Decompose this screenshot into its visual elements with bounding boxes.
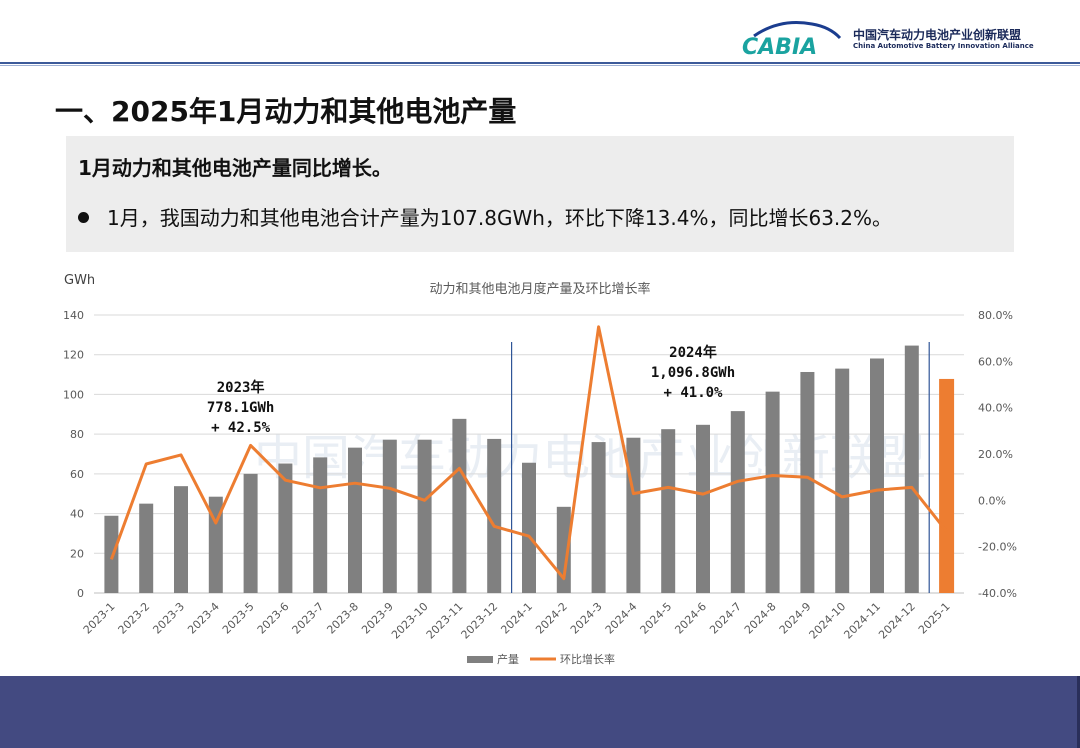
bullet-dot xyxy=(78,212,89,223)
summary-bullet: 1月，我国动力和其他电池合计产量为107.8GWh，环比下降13.4%，同比增长… xyxy=(78,202,892,231)
production-bar xyxy=(487,438,502,593)
production-bar xyxy=(348,447,362,593)
x-axis-ticks: 2023-12023-22023-32023-42023-52023-62023… xyxy=(81,600,953,642)
y2-tick-label: 60.0% xyxy=(978,355,1013,368)
x-tick-label: 2023-4 xyxy=(185,600,222,637)
production-bar xyxy=(835,368,850,593)
chart-title: 动力和其他电池月度产量及环比增长率 xyxy=(429,281,650,297)
y-tick-label: 140 xyxy=(63,309,84,322)
y-tick-label: 120 xyxy=(63,349,84,362)
y-tick-label: 40 xyxy=(70,508,84,521)
y2-tick-label: 20.0% xyxy=(978,448,1013,461)
legend-label-production: 产量 xyxy=(497,652,519,666)
left-axis-ticks: 0 20 40 60 80 100 120 140 xyxy=(63,309,84,600)
x-tick-label: 2024-10 xyxy=(807,600,849,642)
summary-box: 1月动力和其他电池产量同比增长。 1月，我国动力和其他电池合计产量为107.8G… xyxy=(66,136,1014,252)
production-bar xyxy=(765,391,780,593)
x-tick-label: 2023-1 xyxy=(81,600,118,637)
production-bar xyxy=(730,411,745,593)
production-bar xyxy=(939,378,955,593)
annotation-line: 2024年 xyxy=(669,344,717,361)
cabia-logo-mark: CABIA xyxy=(742,21,842,58)
x-tick-label: 2024-3 xyxy=(568,600,605,637)
production-bar xyxy=(139,503,154,593)
annotation-line: 778.1GWh xyxy=(207,400,274,416)
production-bar xyxy=(104,515,119,593)
footer-edge xyxy=(1077,676,1080,748)
chart-annotations: 2023年 778.1GWh + 42.5% 2024年 1,096.8GWh + 41.… xyxy=(207,344,735,436)
header-divider xyxy=(0,62,1080,64)
production-bar xyxy=(452,418,467,593)
x-tick-label: 2023-6 xyxy=(255,600,292,637)
production-bar xyxy=(313,457,328,593)
legend-label-growth: 环比增长率 xyxy=(560,652,615,666)
production-bar xyxy=(800,371,815,593)
annotation-line: + 42.5% xyxy=(211,420,271,436)
x-tick-label: 2024-12 xyxy=(876,600,918,642)
org-name-cn: 中国汽车动力电池产业创新联盟 xyxy=(853,28,1022,42)
summary-bullet-text: 1月，我国动力和其他电池合计产量为107.8GWh，环比下降13.4%，同比增长… xyxy=(107,206,892,230)
x-tick-label: 2023-8 xyxy=(324,600,361,637)
y2-tick-label: 0.0% xyxy=(978,494,1006,507)
y-axis-label: GWh xyxy=(64,273,95,288)
annotation-line: 1,096.8GWh xyxy=(651,365,735,381)
x-tick-label: 2024-2 xyxy=(533,600,570,637)
annotation-line: 2023年 xyxy=(217,379,265,396)
x-tick-label: 2023-12 xyxy=(459,600,501,642)
y-tick-label: 100 xyxy=(63,388,84,401)
y-tick-label: 20 xyxy=(70,547,84,560)
x-tick-label: 2024-11 xyxy=(841,600,883,642)
x-tick-label: 2024-4 xyxy=(603,600,640,637)
cabia-logo: CABIA 中国汽车动力电池产业创新联盟 China Automotive Ba… xyxy=(740,18,1070,58)
production-bar xyxy=(174,486,188,593)
production-bar xyxy=(417,439,432,593)
production-bar xyxy=(522,462,536,593)
production-bar xyxy=(870,358,884,593)
org-name-en: China Automotive Battery Innovation Alli… xyxy=(853,42,1034,50)
y-tick-label: 60 xyxy=(70,468,84,481)
y-tick-label: 80 xyxy=(70,428,84,441)
production-bar xyxy=(904,345,919,593)
y2-tick-label: 80.0% xyxy=(978,309,1013,322)
x-tick-label: 2025-1 xyxy=(916,600,953,637)
summary-heading: 1月动力和其他电池产量同比增长。 xyxy=(78,156,392,180)
logo-wordmark: CABIA xyxy=(742,35,817,58)
production-bar xyxy=(626,437,641,593)
y2-tick-label: 40.0% xyxy=(978,402,1013,415)
legend-swatch-bar xyxy=(467,656,493,663)
footer-band xyxy=(0,676,1080,748)
x-tick-label: 2023-7 xyxy=(290,600,327,637)
page-title: 一、2025年1月动力和其他电池产量 xyxy=(55,95,517,128)
x-tick-label: 2024-1 xyxy=(498,600,535,637)
x-tick-label: 2024-8 xyxy=(742,600,779,637)
x-tick-label: 2023-5 xyxy=(220,600,257,637)
header-divider-thin xyxy=(0,65,1080,66)
annotation-line: + 41.0% xyxy=(663,385,723,401)
chart-bars xyxy=(104,345,955,593)
production-bar xyxy=(208,496,223,593)
x-tick-label: 2024-6 xyxy=(672,600,709,637)
x-tick-label: 2023-3 xyxy=(150,600,187,637)
production-bar xyxy=(278,463,293,593)
right-axis-ticks: -40.0% -20.0% 0.0% 20.0% 40.0% 60.0% 80.0% xyxy=(978,309,1017,600)
production-bar xyxy=(696,424,710,593)
production-bar xyxy=(591,442,606,593)
x-tick-label: 2023-11 xyxy=(424,600,466,642)
year-dividers xyxy=(511,342,930,593)
x-tick-label: 2023-10 xyxy=(389,600,431,642)
growth-rate-line xyxy=(109,325,948,581)
y2-tick-label: -40.0% xyxy=(978,587,1017,600)
y-tick-label: 0 xyxy=(77,587,84,600)
production-bar xyxy=(243,473,258,593)
y2-tick-label: -20.0% xyxy=(978,541,1017,554)
production-bar xyxy=(382,439,397,593)
x-tick-label: 2024-7 xyxy=(707,600,744,637)
production-bar xyxy=(556,506,571,593)
x-tick-label: 2024-5 xyxy=(638,600,675,637)
x-tick-label: 2023-2 xyxy=(116,600,153,637)
production-bar xyxy=(661,429,676,593)
chart-legend: 产量 环比增长率 xyxy=(467,652,615,666)
